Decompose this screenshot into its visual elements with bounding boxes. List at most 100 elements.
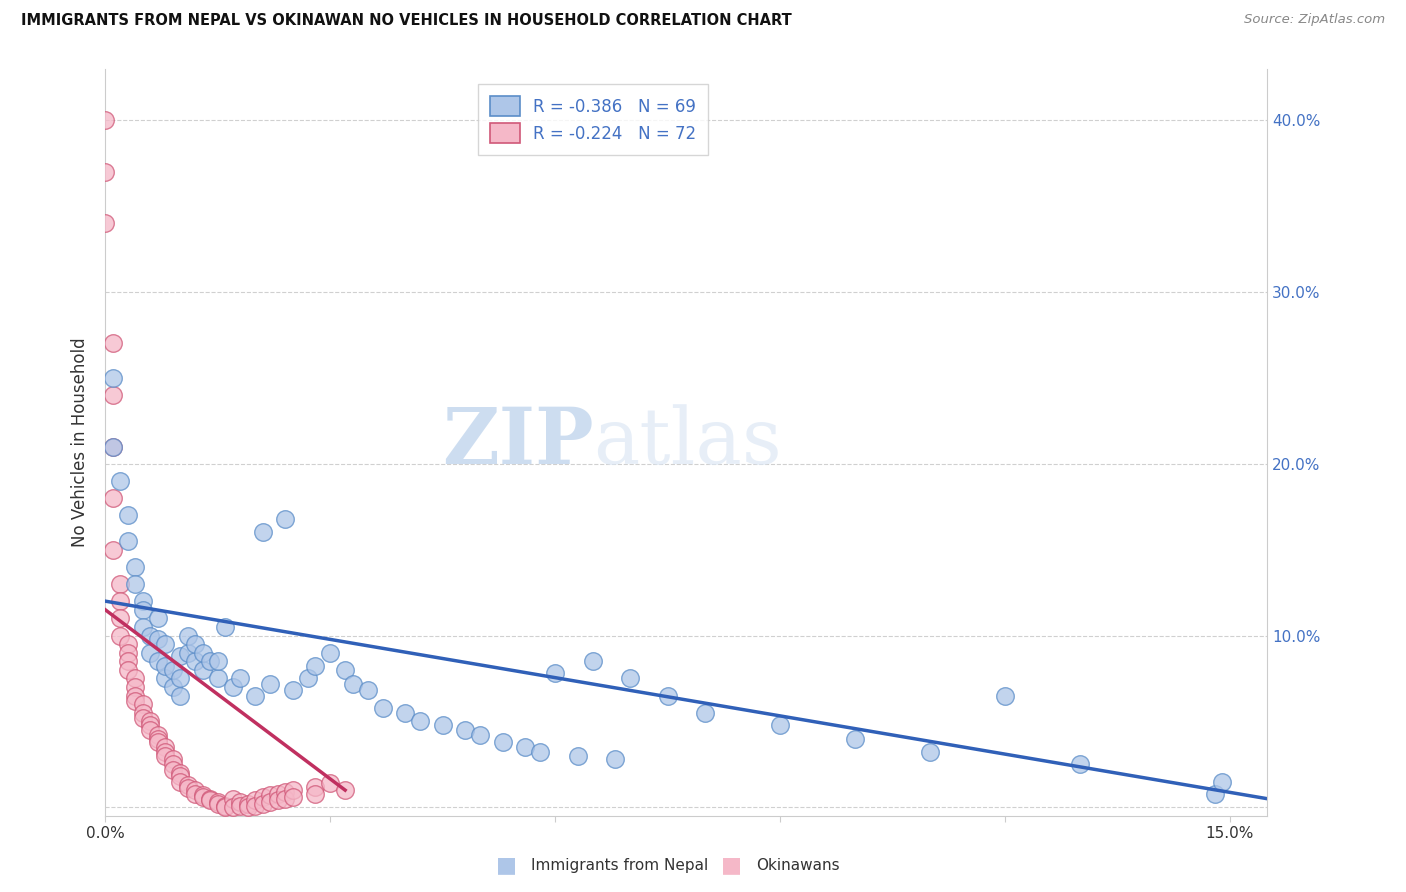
Okinawans	[184, 787, 207, 801]
Immigrants from Nepal	[1211, 774, 1233, 789]
Immigrants from Nepal	[229, 672, 252, 686]
Immigrants from Nepal	[274, 511, 297, 525]
Immigrants from Nepal	[131, 594, 153, 608]
Okinawans	[207, 797, 229, 811]
Okinawans	[124, 672, 146, 686]
Okinawans	[101, 336, 124, 351]
Immigrants from Nepal	[124, 559, 146, 574]
Okinawans	[333, 783, 356, 797]
Immigrants from Nepal	[221, 680, 243, 694]
Okinawans	[243, 793, 266, 807]
Immigrants from Nepal	[1204, 787, 1226, 801]
Immigrants from Nepal	[153, 637, 176, 651]
Okinawans	[252, 797, 274, 811]
Okinawans	[243, 798, 266, 813]
Okinawans	[252, 790, 274, 805]
Okinawans	[153, 740, 176, 755]
Okinawans	[94, 113, 117, 128]
Okinawans	[198, 793, 221, 807]
Immigrants from Nepal	[281, 683, 304, 698]
Legend: R = -0.386   N = 69, R = -0.224   N = 72: R = -0.386 N = 69, R = -0.224 N = 72	[478, 85, 709, 155]
Immigrants from Nepal	[207, 672, 229, 686]
Immigrants from Nepal	[297, 672, 319, 686]
Okinawans	[169, 769, 191, 783]
Immigrants from Nepal	[342, 676, 364, 690]
Okinawans	[221, 800, 243, 814]
Okinawans	[101, 440, 124, 454]
Immigrants from Nepal	[468, 728, 491, 742]
Okinawans	[117, 654, 139, 668]
Okinawans	[191, 790, 214, 805]
Immigrants from Nepal	[139, 646, 162, 660]
Immigrants from Nepal	[162, 663, 184, 677]
Okinawans	[146, 731, 169, 746]
Immigrants from Nepal	[101, 371, 124, 385]
Immigrants from Nepal	[184, 654, 207, 668]
Immigrants from Nepal	[657, 689, 679, 703]
Okinawans	[124, 680, 146, 694]
Okinawans	[259, 789, 281, 803]
Immigrants from Nepal	[243, 689, 266, 703]
Immigrants from Nepal	[1069, 757, 1091, 772]
Okinawans	[281, 783, 304, 797]
Okinawans	[236, 797, 259, 811]
Immigrants from Nepal	[529, 745, 551, 759]
Okinawans	[319, 776, 342, 790]
Okinawans	[274, 791, 297, 805]
Okinawans	[229, 798, 252, 813]
Immigrants from Nepal	[491, 735, 513, 749]
Immigrants from Nepal	[146, 654, 169, 668]
Immigrants from Nepal	[544, 666, 567, 681]
Immigrants from Nepal	[994, 689, 1017, 703]
Okinawans	[117, 637, 139, 651]
Okinawans	[184, 783, 207, 797]
Okinawans	[101, 388, 124, 402]
Okinawans	[101, 542, 124, 557]
Immigrants from Nepal	[139, 628, 162, 642]
Immigrants from Nepal	[124, 577, 146, 591]
Okinawans	[131, 697, 153, 711]
Okinawans	[101, 491, 124, 505]
Immigrants from Nepal	[603, 752, 626, 766]
Okinawans	[108, 628, 131, 642]
Immigrants from Nepal	[356, 683, 378, 698]
Immigrants from Nepal	[581, 654, 603, 668]
Okinawans	[191, 789, 214, 803]
Okinawans	[146, 735, 169, 749]
Immigrants from Nepal	[769, 718, 792, 732]
Okinawans	[139, 723, 162, 737]
Okinawans	[169, 774, 191, 789]
Okinawans	[139, 714, 162, 729]
Immigrants from Nepal	[371, 700, 394, 714]
Okinawans	[139, 718, 162, 732]
Immigrants from Nepal	[146, 632, 169, 646]
Okinawans	[153, 745, 176, 759]
Okinawans	[304, 780, 326, 794]
Okinawans	[236, 800, 259, 814]
Immigrants from Nepal	[844, 731, 866, 746]
Immigrants from Nepal	[214, 620, 236, 634]
Immigrants from Nepal	[169, 672, 191, 686]
Okinawans	[153, 748, 176, 763]
Immigrants from Nepal	[454, 723, 477, 737]
Okinawans	[162, 752, 184, 766]
Immigrants from Nepal	[101, 440, 124, 454]
Okinawans	[266, 787, 288, 801]
Okinawans	[176, 781, 198, 796]
Immigrants from Nepal	[131, 620, 153, 634]
Immigrants from Nepal	[176, 628, 198, 642]
Okinawans	[108, 611, 131, 625]
Text: Okinawans: Okinawans	[756, 858, 839, 872]
Okinawans	[162, 757, 184, 772]
Immigrants from Nepal	[432, 718, 454, 732]
Okinawans	[221, 791, 243, 805]
Okinawans	[108, 577, 131, 591]
Okinawans	[146, 728, 169, 742]
Immigrants from Nepal	[169, 689, 191, 703]
Text: ■: ■	[721, 855, 741, 875]
Okinawans	[117, 663, 139, 677]
Immigrants from Nepal	[169, 649, 191, 664]
Okinawans	[207, 795, 229, 809]
Okinawans	[94, 164, 117, 178]
Okinawans	[108, 594, 131, 608]
